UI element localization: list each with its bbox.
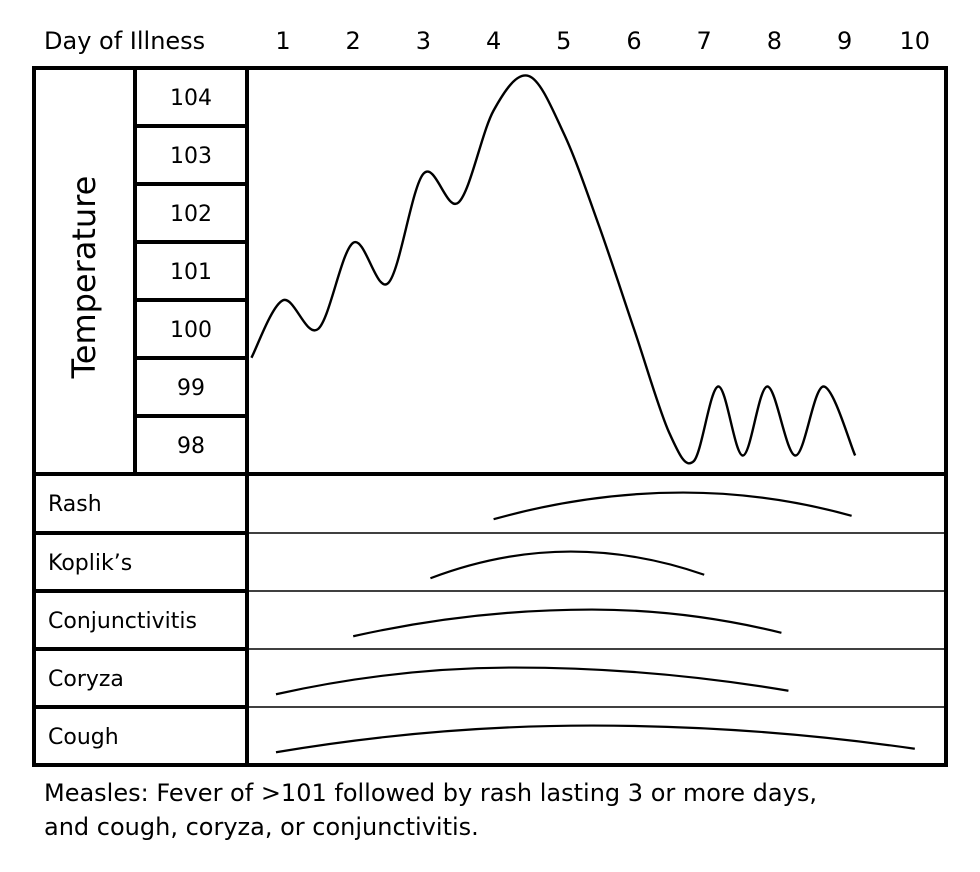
- caption-line-2: and cough, coryza, or conjunctivitis.: [44, 813, 479, 841]
- symptom-curve: [275, 724, 915, 754]
- y-tick-label: 99: [177, 376, 205, 401]
- y-tick-label: 98: [177, 434, 205, 459]
- symptom-label: Cough: [48, 725, 119, 750]
- symptom-curve: [493, 491, 852, 521]
- x-tick-label: 1: [275, 27, 290, 55]
- x-tick-label: 7: [697, 27, 712, 55]
- caption: Measles: Fever of >101 followed by rash …: [44, 776, 964, 844]
- y-tick-label: 101: [170, 260, 212, 285]
- x-tick-label: 9: [837, 27, 852, 55]
- x-tick-label: 4: [486, 27, 501, 55]
- symptom-label: Conjunctivitis: [48, 609, 197, 634]
- x-tick-label: 5: [556, 27, 571, 55]
- chart-frame: [32, 66, 948, 767]
- temperature-curve: [250, 74, 857, 465]
- y-tick-label: 102: [170, 202, 212, 227]
- y-tick-label: 103: [170, 144, 212, 169]
- symptom-curve: [430, 550, 705, 580]
- symptom-curve: [275, 666, 789, 696]
- x-tick-label: 3: [416, 27, 431, 55]
- x-tick-label: 8: [767, 27, 782, 55]
- caption-line-1: Measles: Fever of >101 followed by rash …: [44, 779, 817, 807]
- symptom-label: Koplik’s: [48, 551, 132, 576]
- y-tick-label: 104: [170, 86, 212, 111]
- x-tick-label: 2: [346, 27, 361, 55]
- x-tick-label: 6: [626, 27, 641, 55]
- y-axis-label: Temperature: [65, 176, 103, 380]
- symptom-label: Rash: [48, 492, 102, 517]
- x-tick-label: 10: [900, 27, 931, 55]
- y-tick-label: 100: [170, 318, 212, 343]
- symptom-label: Coryza: [48, 667, 124, 692]
- x-axis-header: Day of Illness: [44, 27, 205, 55]
- symptom-curve: [352, 608, 782, 638]
